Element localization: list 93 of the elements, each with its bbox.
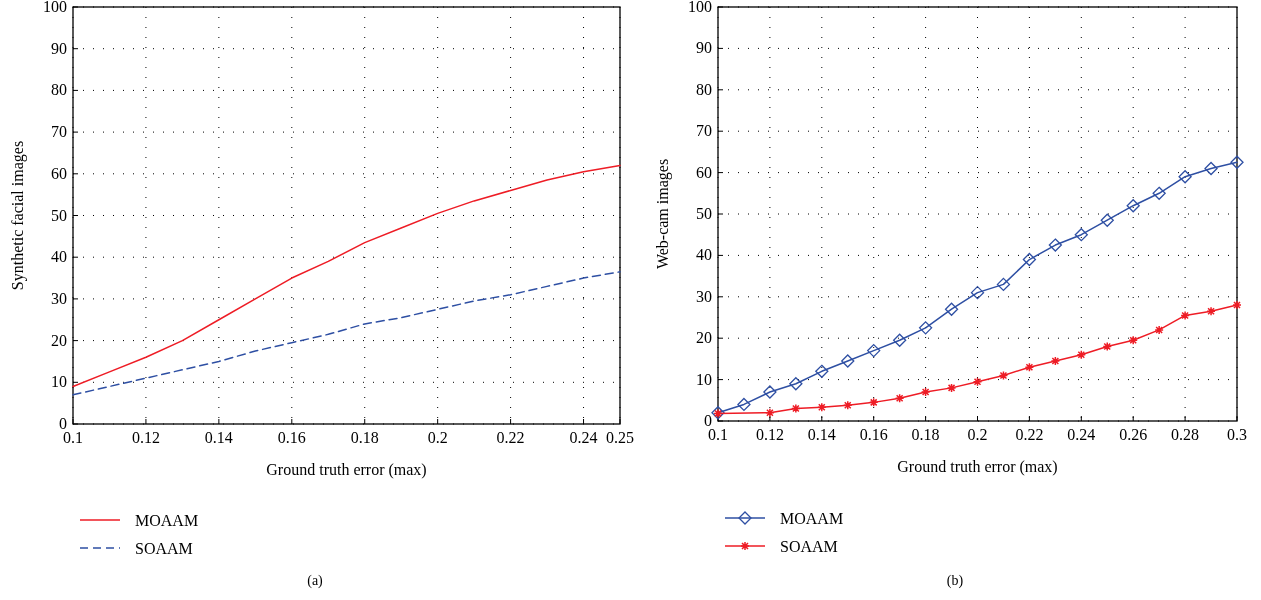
point	[841, 354, 855, 368]
point	[998, 370, 1009, 381]
text: (b)	[946, 573, 964, 589]
y-tick-label: 10	[51, 373, 67, 391]
y-axis-title: Web-cam images	[654, 158, 672, 270]
point	[1048, 238, 1062, 252]
y-tick-label: 90	[696, 39, 712, 57]
x-tick-label: 0.2	[967, 426, 988, 443]
y-tick-label: 60	[696, 163, 712, 181]
point	[1180, 310, 1190, 321]
point	[763, 385, 777, 399]
y-tick-label: 70	[696, 122, 712, 140]
point	[946, 383, 957, 393]
x-tick-label: 0.14	[807, 426, 836, 443]
point	[737, 397, 751, 412]
point	[1206, 306, 1216, 317]
legend-label: SOAAM	[135, 540, 193, 557]
y-tick-label: 30	[696, 287, 712, 305]
point	[843, 400, 853, 411]
point	[1204, 161, 1218, 176]
point	[894, 393, 905, 403]
point	[1232, 300, 1242, 310]
y-tick-label: 0	[59, 415, 67, 432]
legend-label: MOAAM	[780, 510, 844, 527]
legend-label: SOAAM	[780, 538, 838, 555]
point	[765, 407, 775, 418]
point	[920, 387, 931, 397]
x-tick-label: 0.1	[708, 426, 728, 443]
text: (a)	[307, 573, 324, 589]
point	[1074, 228, 1088, 242]
point	[996, 277, 1011, 292]
x-tick-label: 0.18	[911, 426, 940, 443]
y-tick-label: 30	[51, 289, 67, 307]
x-axis-title: Ground truth error (max)	[897, 458, 1058, 476]
x-tick-label: 0.2	[427, 429, 448, 446]
x-tick-label: 0.1	[63, 429, 83, 446]
point	[1154, 325, 1164, 335]
x-tick-label: 0.16	[859, 426, 888, 443]
point	[1230, 155, 1244, 169]
x-tick-label: 0.16	[277, 429, 306, 446]
point	[1128, 335, 1138, 346]
y-tick-label: 60	[51, 164, 67, 182]
x-tick-label: 0.22	[1015, 426, 1044, 443]
y-tick-label: 80	[696, 80, 712, 98]
point	[1126, 199, 1140, 213]
y-tick-label: 50	[696, 205, 712, 222]
y-axis-title: Synthetic facial images	[9, 140, 27, 291]
x-axis-title: Ground truth error (max)	[266, 461, 427, 479]
point	[1076, 350, 1087, 360]
x-tick-label: 0.24	[569, 429, 598, 446]
x-tick-label: 0.14	[204, 429, 233, 446]
y-tick-label: 20	[51, 331, 67, 349]
point	[791, 403, 801, 414]
x-tick-label: 0.25	[606, 429, 634, 446]
x-tick-label: 0.26	[1119, 426, 1148, 443]
line-series	[72, 164, 621, 388]
x-tick-label: 0.3	[1227, 426, 1247, 443]
y-tick-label: 90	[51, 39, 67, 57]
x-tick-label: 0.18	[350, 429, 379, 446]
x-tick-label: 0.24	[1067, 426, 1096, 443]
x-tick-label: 0.12	[131, 429, 160, 446]
point	[1050, 356, 1061, 366]
y-tick-label: 0	[704, 412, 712, 429]
point	[970, 286, 985, 300]
y-tick-label: 10	[696, 370, 712, 388]
y-tick-label: 50	[51, 206, 67, 224]
point	[867, 343, 881, 358]
point	[868, 397, 879, 408]
y-tick-label: 70	[51, 123, 67, 141]
point	[944, 302, 959, 316]
point	[1152, 186, 1166, 200]
point	[815, 364, 829, 378]
point	[817, 402, 827, 413]
line-series	[72, 271, 621, 396]
point	[1022, 252, 1037, 267]
point	[893, 333, 907, 347]
x-tick-label: 0.28	[1171, 426, 1200, 443]
point	[1024, 362, 1035, 372]
point	[972, 376, 983, 387]
y-tick-label: 80	[51, 81, 67, 99]
y-tick-label: 100	[43, 0, 67, 15]
y-tick-label: 100	[688, 0, 712, 15]
x-tick-label: 0.22	[496, 429, 525, 446]
x-tick-label: 0.12	[755, 426, 784, 443]
y-tick-label: 40	[51, 248, 67, 266]
point	[1178, 170, 1192, 184]
point	[1102, 341, 1112, 352]
point	[1100, 213, 1114, 227]
y-tick-label: 20	[696, 329, 712, 347]
point	[789, 377, 803, 391]
legend-label: MOAAM	[135, 512, 199, 529]
point	[918, 321, 933, 335]
y-tick-label: 40	[696, 246, 712, 264]
